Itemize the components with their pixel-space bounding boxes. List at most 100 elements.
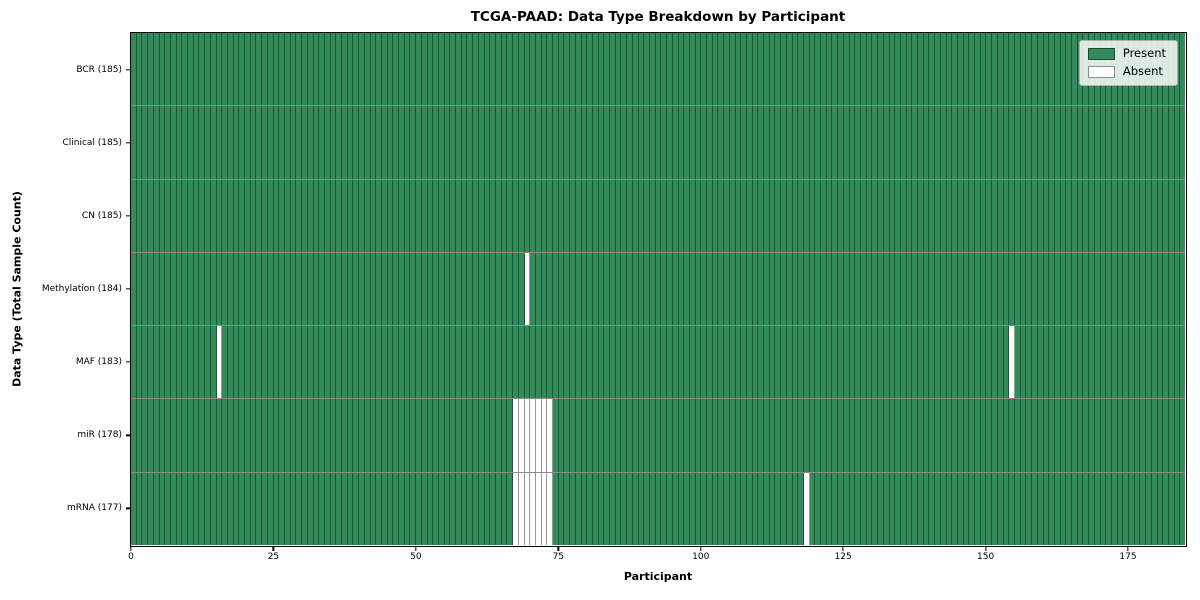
present-cell — [387, 472, 394, 545]
present-cell — [803, 33, 810, 106]
present-cell — [769, 326, 776, 399]
present-cell — [644, 399, 650, 472]
present-cell — [1151, 472, 1158, 545]
present-cell — [1043, 252, 1050, 326]
present-cell — [689, 472, 696, 545]
present-cell — [900, 33, 907, 106]
present-cell — [1129, 399, 1135, 472]
present-cell — [1123, 326, 1130, 399]
present-cell — [404, 252, 411, 326]
present-cell — [1174, 179, 1181, 252]
present-cell — [370, 326, 377, 399]
present-cell — [182, 33, 189, 106]
present-cell — [188, 326, 194, 399]
present-cell — [792, 326, 799, 399]
present-cell — [256, 399, 263, 472]
present-cell — [655, 179, 662, 252]
present-cell — [798, 472, 804, 545]
present-cell — [889, 179, 896, 252]
present-cell — [347, 326, 354, 399]
present-cell — [227, 252, 234, 326]
present-cell — [684, 106, 690, 179]
present-cell — [946, 399, 953, 472]
present-cell — [1157, 472, 1164, 545]
present-cell — [1094, 399, 1101, 472]
present-cell — [188, 106, 194, 179]
present-cell — [769, 106, 776, 179]
present-cell — [803, 399, 810, 472]
present-cell — [473, 472, 479, 545]
present-cell — [957, 33, 964, 106]
present-cell — [883, 472, 890, 545]
present-cell — [615, 179, 622, 252]
matrix-row — [131, 106, 1186, 180]
present-cell — [273, 33, 280, 106]
present-cell — [718, 33, 725, 106]
present-cell — [199, 472, 206, 545]
present-cell — [741, 399, 747, 472]
present-cell — [872, 106, 879, 179]
present-cell — [855, 472, 861, 545]
present-cell — [324, 252, 331, 326]
present-cell — [992, 179, 998, 252]
present-cell — [416, 33, 422, 106]
present-cell — [815, 399, 822, 472]
present-cell — [399, 399, 405, 472]
present-cell — [1049, 399, 1055, 472]
present-cell — [678, 252, 685, 326]
present-cell — [1020, 399, 1027, 472]
present-cell — [878, 472, 884, 545]
present-cell — [684, 399, 690, 472]
present-cell — [918, 179, 924, 252]
y-tick-mark — [126, 215, 130, 217]
present-cell — [895, 33, 901, 106]
present-cell — [1009, 179, 1015, 252]
x-tick-mark — [1127, 546, 1129, 551]
present-cell — [490, 472, 496, 545]
present-cell — [1123, 252, 1130, 326]
present-cell — [900, 106, 907, 179]
present-cell — [376, 106, 382, 179]
present-cell — [159, 33, 166, 106]
present-cell — [1066, 472, 1073, 545]
x-tick-mark — [415, 546, 417, 551]
absent-cell — [547, 399, 554, 472]
present-cell — [649, 33, 656, 106]
present-cell — [821, 33, 827, 106]
present-cell — [450, 252, 457, 326]
present-cell — [1054, 472, 1061, 545]
present-cell — [946, 179, 953, 252]
present-cell — [1111, 252, 1118, 326]
present-cell — [267, 472, 274, 545]
present-cell — [1037, 326, 1044, 399]
present-cell — [1151, 179, 1158, 252]
present-cell — [444, 399, 451, 472]
present-cell — [330, 252, 337, 326]
present-cell — [815, 179, 822, 252]
present-cell — [957, 179, 964, 252]
present-cell — [718, 399, 725, 472]
present-cell — [855, 179, 861, 252]
present-cell — [267, 33, 274, 106]
present-cell — [478, 106, 485, 179]
present-cell — [570, 252, 576, 326]
present-cell — [256, 252, 263, 326]
present-cell — [997, 33, 1004, 106]
present-cell — [170, 33, 177, 106]
present-cell — [592, 252, 599, 326]
present-cell — [1032, 326, 1038, 399]
present-cell — [444, 106, 451, 179]
present-cell — [792, 399, 799, 472]
present-cell — [245, 106, 251, 179]
present-cell — [1111, 326, 1118, 399]
present-cell — [918, 399, 924, 472]
absent-cell — [535, 472, 542, 545]
present-cell — [530, 252, 536, 326]
present-cell — [1140, 399, 1147, 472]
matrix-row — [131, 252, 1186, 327]
present-cell — [746, 472, 753, 545]
present-cell — [1146, 326, 1152, 399]
present-cell — [1014, 472, 1021, 545]
present-cell — [741, 33, 747, 106]
present-cell — [307, 106, 314, 179]
